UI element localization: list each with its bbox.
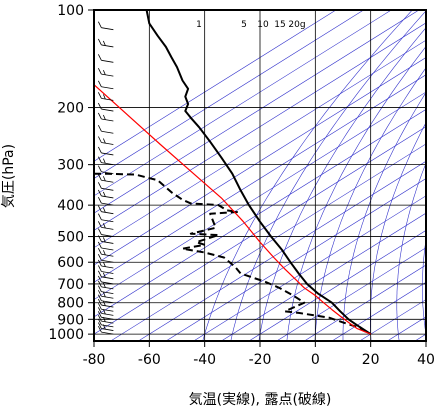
y-axis-title: 気圧(hPa) xyxy=(1,144,17,208)
isotherm-line xyxy=(110,143,426,341)
x-axis-ticks: -80 -60 -40 -20 0 20 40 xyxy=(83,341,435,368)
x-tick-label: 0 xyxy=(311,352,320,368)
wind-barb xyxy=(98,270,114,280)
wind-barb xyxy=(98,314,114,324)
mixing-ratio-label: 20g xyxy=(288,20,305,30)
wind-barbs xyxy=(98,10,114,335)
series-lines xyxy=(94,10,372,335)
wind-barb xyxy=(98,298,114,308)
wind-barb xyxy=(98,259,114,269)
mixing-ratio-label: 15 xyxy=(274,20,285,30)
wind-barb xyxy=(98,322,114,331)
x-axis-title: 気温(実線), 露点(破線) xyxy=(189,392,332,408)
isotherm-line xyxy=(94,126,426,335)
y-tick-label: 700 xyxy=(57,277,84,293)
y-tick-label: 1000 xyxy=(48,327,84,343)
x-tick-label: -40 xyxy=(193,352,216,368)
wind-barb xyxy=(98,54,114,63)
x-tick-label: -20 xyxy=(249,352,272,368)
isotherm-line xyxy=(94,57,426,266)
wind-barb xyxy=(98,156,114,166)
grid-lines xyxy=(94,10,426,341)
y-tick-label: 100 xyxy=(57,3,84,19)
y-tick-label: 400 xyxy=(57,198,84,214)
wind-barb xyxy=(98,196,114,206)
y-tick-label: 300 xyxy=(57,158,84,174)
wind-barb xyxy=(98,254,114,263)
x-tick-label: -60 xyxy=(138,352,161,368)
wind-barb xyxy=(98,265,114,274)
isotherm-line xyxy=(165,178,426,341)
wind-barb xyxy=(98,275,114,285)
mixing-ratio-labels: 1 5 10 15 20g xyxy=(196,20,305,30)
dewpoint-line xyxy=(94,172,372,335)
wind-barb xyxy=(98,307,114,316)
x-tick-label: 40 xyxy=(417,352,435,368)
y-tick-label: 600 xyxy=(57,255,84,271)
isotherm-line xyxy=(94,22,426,231)
wind-barb xyxy=(98,285,114,295)
wind-barb xyxy=(98,125,114,134)
wind-barb xyxy=(98,228,114,237)
isotherm-line xyxy=(220,212,426,341)
wind-barb xyxy=(110,10,114,11)
y-tick-label: 900 xyxy=(57,312,84,328)
wind-barb xyxy=(98,248,114,257)
wind-barb xyxy=(98,189,114,199)
wind-barb xyxy=(98,325,114,335)
isotherm-line xyxy=(94,91,426,300)
wind-barb xyxy=(98,235,114,244)
y-tick-label: 500 xyxy=(57,230,84,246)
wind-barb xyxy=(98,67,114,77)
wind-barb xyxy=(98,80,114,90)
wind-barb xyxy=(98,182,114,191)
isotherm-line xyxy=(94,108,426,318)
isotherm-line xyxy=(359,299,426,341)
isotherm-line xyxy=(193,195,426,341)
parcel-line xyxy=(94,84,371,335)
wind-barb xyxy=(98,38,114,48)
wind-barb xyxy=(98,136,114,145)
wind-barb xyxy=(98,280,114,290)
wind-barb xyxy=(98,112,114,122)
isotherm-line xyxy=(248,230,426,341)
mixing-ratio-label: 5 xyxy=(241,20,247,30)
wind-barb xyxy=(98,102,114,112)
isotherm-line xyxy=(94,74,426,283)
isotherm-line xyxy=(276,247,426,341)
wind-barb xyxy=(98,146,114,156)
wind-barb xyxy=(98,174,114,183)
wind-barb xyxy=(98,21,114,31)
wind-barb xyxy=(98,241,114,251)
y-tick-label: 800 xyxy=(57,296,84,312)
wind-barb xyxy=(98,205,114,215)
wind-barb xyxy=(98,165,114,175)
isotherm-line xyxy=(331,281,426,341)
y-tick-label: 200 xyxy=(57,101,84,117)
mixing-ratio-label: 1 xyxy=(196,20,202,30)
wind-barb xyxy=(98,221,114,230)
wind-barb xyxy=(98,92,114,101)
wind-barb xyxy=(98,290,114,299)
temperature-line xyxy=(145,10,372,335)
mixing-ratio-label: 10 xyxy=(257,20,269,30)
wind-barb xyxy=(98,213,114,223)
isotherm-line xyxy=(137,160,426,341)
isotherm-line xyxy=(94,39,426,249)
x-tick-label: -80 xyxy=(83,352,106,368)
x-tick-label: 20 xyxy=(362,352,380,368)
